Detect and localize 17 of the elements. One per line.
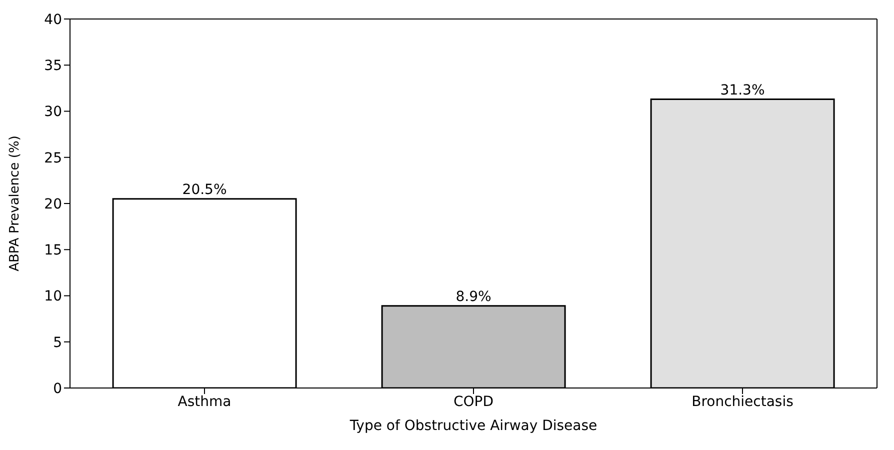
y-axis-title: ABPA Prevalence (%) [8, 136, 23, 272]
x-tick-label: COPD [453, 394, 494, 410]
x-tick-label: Bronchiectasis [692, 394, 794, 410]
x-axis-title: Type of Obstructive Airway Disease [348, 418, 598, 434]
x-tick-label: Asthma [178, 394, 232, 410]
data-label: 8.9% [456, 288, 492, 305]
y-tick-label: 40 [44, 12, 62, 28]
y-tick-label: 20 [44, 196, 62, 212]
y-tick-label: 30 [44, 104, 62, 120]
data-label: 31.3% [720, 82, 765, 98]
data-label: 20.5% [182, 182, 227, 198]
y-tick-label: 0 [53, 380, 62, 397]
y-tick-label: 25 [44, 150, 62, 166]
y-tick-label: 10 [44, 288, 62, 305]
y-tick-label: 15 [44, 242, 62, 259]
y-tick-label: 35 [44, 58, 62, 74]
y-tick-label: 5 [53, 334, 62, 351]
